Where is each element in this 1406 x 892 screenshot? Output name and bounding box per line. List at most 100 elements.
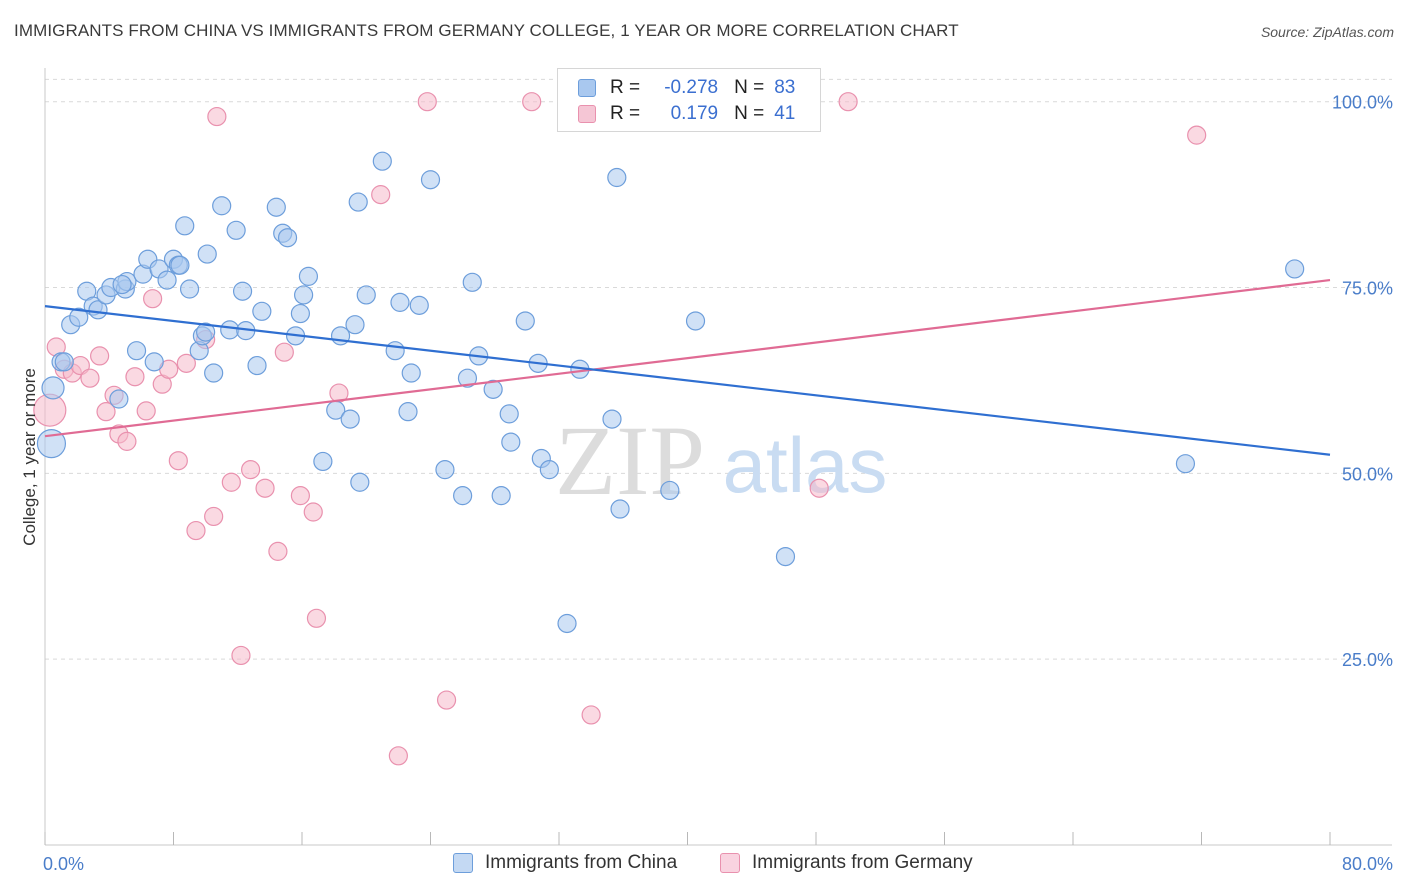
x-tick-label-max: 80.0% [1342, 854, 1393, 874]
china-point [232, 281, 253, 301]
china-point [539, 460, 559, 480]
china-point [420, 170, 441, 190]
germany-point [303, 502, 323, 522]
china-point [775, 546, 796, 567]
china-point [607, 167, 627, 188]
legend-row-germany: R = 0.179 N = 41 [578, 101, 795, 127]
china-point [660, 480, 680, 501]
germany-legend-swatch [720, 853, 740, 873]
china-point [1175, 454, 1196, 474]
china-point [356, 285, 376, 305]
germany-point [417, 92, 437, 112]
watermark-zip: ZIP [555, 405, 705, 516]
china-point [290, 303, 310, 324]
china-point [610, 499, 630, 519]
watermark-atlas: atlas [723, 421, 888, 509]
germany-n-value: 41 [774, 103, 796, 124]
china-point [685, 311, 706, 331]
germany-point [221, 472, 241, 492]
germany-point [268, 541, 288, 561]
germany-r-value: 0.179 [670, 103, 719, 124]
germany-point [241, 460, 261, 480]
china-point [88, 300, 108, 320]
china-point [204, 363, 224, 383]
y-tick-labels: 25.0% 50.0% 75.0% 100.0% [1332, 93, 1393, 670]
germany-point [255, 478, 275, 498]
china-point [170, 255, 190, 275]
china-point [179, 279, 200, 299]
china-r-label: R = [610, 77, 641, 98]
china-point [345, 315, 365, 335]
germany-point [522, 92, 542, 112]
china-point [602, 409, 622, 429]
legend-item-china[interactable]: Immigrants from China [453, 852, 677, 874]
grid-lines [45, 78, 1392, 660]
china-point [372, 151, 392, 171]
germany-point [125, 367, 145, 387]
china-point [340, 409, 360, 429]
series-legend: Immigrants from China Immigrants from Ge… [0, 852, 1406, 878]
china-point [126, 341, 147, 361]
china-point [1285, 259, 1305, 279]
germany-r-label: R = [610, 103, 641, 124]
y-axis-title: College, 1 year or more [20, 368, 39, 546]
china-point [69, 307, 89, 327]
china-point [266, 197, 286, 217]
china-point [483, 379, 503, 399]
germany-point [1187, 125, 1207, 145]
china-point [462, 272, 482, 292]
germany-point [168, 451, 188, 471]
china-point [350, 472, 370, 492]
china-n-value: 83 [774, 77, 796, 98]
germany-point [204, 506, 224, 527]
china-point [41, 376, 65, 400]
china-point [277, 228, 298, 248]
germany-swatch [578, 105, 596, 123]
china-point [453, 486, 473, 506]
y-tick-label: 100.0% [1332, 93, 1393, 113]
china-point [109, 389, 129, 409]
correlation-legend: R = -0.278 N = 83 R = 0.179 N = 41 [557, 68, 821, 132]
china-point [196, 322, 216, 342]
china-point [409, 295, 429, 315]
germany-point [838, 92, 858, 112]
china-point [212, 196, 232, 216]
china-point [226, 220, 246, 240]
china-point [435, 460, 455, 480]
y-tick-label: 75.0% [1342, 279, 1393, 299]
germany-point [231, 645, 251, 666]
china-point [313, 451, 333, 472]
china-point [398, 402, 418, 422]
china-legend-label: Immigrants from China [485, 852, 678, 873]
germany-point [207, 106, 227, 127]
china-point [348, 192, 368, 212]
y-tick-label: 50.0% [1342, 464, 1393, 484]
legend-item-germany[interactable]: Immigrants from Germany [720, 852, 973, 874]
germany-point [117, 431, 137, 451]
germany-point [186, 520, 206, 541]
china-point [157, 270, 177, 290]
germany-point [306, 608, 327, 628]
china-point [401, 363, 421, 383]
china-point [491, 486, 511, 506]
china-point [197, 244, 217, 264]
watermark: ZIP atlas [555, 405, 887, 516]
china-point [501, 432, 521, 452]
germany-n-label: N = [734, 103, 765, 124]
chart-title: IMMIGRANTS FROM CHINA VS IMMIGRANTS FROM… [14, 21, 959, 40]
y-tick-label: 25.0% [1342, 650, 1393, 670]
trend-lines [44, 278, 1331, 456]
germany-point [80, 368, 100, 388]
china-points [36, 151, 1305, 634]
germany-point [176, 353, 196, 373]
china-point [220, 320, 240, 340]
germany-point [136, 401, 156, 421]
china-trend-line [44, 305, 1331, 456]
germany-legend-label: Immigrants from Germany [752, 852, 973, 873]
x-tick-labels: 0.0% 80.0% [43, 854, 1393, 874]
china-point [54, 352, 74, 372]
china-point [457, 368, 478, 388]
china-point [36, 429, 67, 459]
china-point [515, 311, 535, 331]
